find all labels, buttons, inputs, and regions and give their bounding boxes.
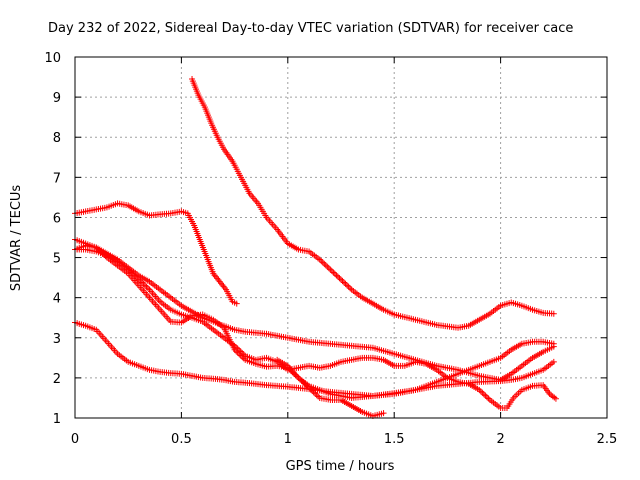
data-point <box>482 392 489 399</box>
data-point <box>233 300 240 307</box>
data-point <box>325 265 332 272</box>
y-axis-label: SDTVAR / TECUs <box>9 185 24 292</box>
data-point <box>327 266 334 273</box>
plot-frame <box>74 56 608 419</box>
y-tick-label: 6 <box>53 211 61 226</box>
y-tick-label: 2 <box>53 372 61 387</box>
data-point <box>328 268 335 275</box>
data-point <box>339 278 346 285</box>
x-axis-label: GPS time / hours <box>286 459 395 474</box>
data-point <box>341 279 348 286</box>
y-tick-label: 5 <box>53 252 61 267</box>
data-point <box>318 257 325 264</box>
data-point <box>330 269 337 276</box>
y-tick-label: 3 <box>53 332 61 347</box>
data-point <box>480 391 487 398</box>
data-point <box>344 282 351 289</box>
data-point <box>334 273 341 280</box>
data-point <box>322 262 329 269</box>
y-tick-label: 8 <box>53 131 61 146</box>
data-point <box>550 358 557 365</box>
data-point <box>338 276 344 283</box>
data-point <box>380 410 387 417</box>
series-track-a <box>189 76 557 331</box>
series-track-g <box>274 356 557 401</box>
data-point <box>347 285 354 292</box>
data-point <box>485 395 492 402</box>
y-tick-label: 7 <box>53 171 61 186</box>
x-tick-label: 1.5 <box>384 432 405 447</box>
x-tick-label: 2 <box>496 432 504 447</box>
series-track-f <box>72 246 559 411</box>
data-point <box>479 389 486 396</box>
tick-layer: 0 0.5 1 1.5 2 2.5 1 2 3 4 5 6 7 8 9 10 <box>44 51 617 447</box>
data-point <box>321 260 328 267</box>
data-point <box>483 394 490 401</box>
data-point <box>336 275 343 282</box>
data-point <box>331 270 338 277</box>
data-point <box>550 340 557 347</box>
x-tick-label: 2.5 <box>597 432 618 447</box>
y-tick-label: 9 <box>53 91 61 106</box>
data-point <box>345 283 352 290</box>
data-point <box>552 395 559 402</box>
data-point <box>550 310 557 317</box>
x-tick-label: 0.5 <box>171 432 192 447</box>
chart-title: Day 232 of 2022, Sidereal Day-to-day VTE… <box>48 21 573 36</box>
data-point <box>342 280 349 287</box>
data-point <box>319 259 326 266</box>
data-point <box>313 392 320 399</box>
data-point <box>333 272 340 279</box>
x-tick-label: 1 <box>284 432 292 447</box>
grid-layer <box>75 57 607 418</box>
data-point <box>324 263 331 270</box>
y-tick-label: 10 <box>44 51 61 66</box>
series-track-b <box>72 200 240 307</box>
data-layer <box>72 76 559 419</box>
y-tick-label: 4 <box>53 292 61 307</box>
y-tick-label: 1 <box>53 412 61 427</box>
x-tick-label: 0 <box>71 432 79 447</box>
